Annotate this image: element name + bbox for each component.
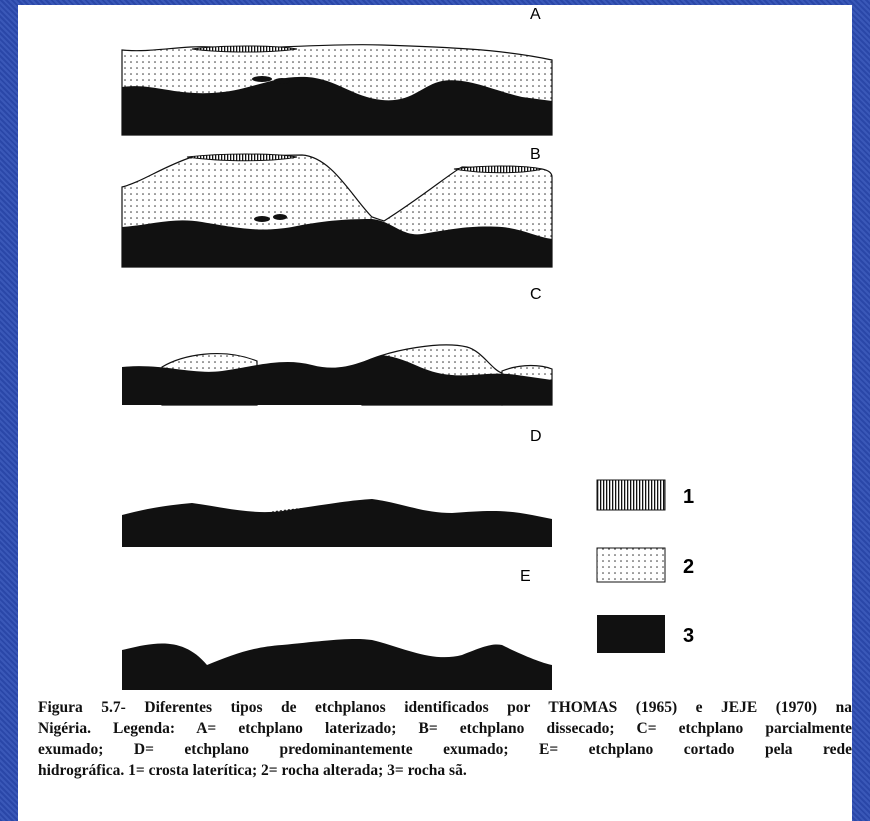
caption-line: Nigéria. Legenda: A= etchplano laterizad… bbox=[38, 720, 852, 737]
laterite-crust bbox=[191, 45, 298, 53]
laterite-crust bbox=[186, 153, 298, 162]
laterite-crust bbox=[453, 165, 543, 174]
caption-line: hidrográfica. 1= crosta laterítica; 2= r… bbox=[38, 762, 467, 779]
bedrock-boulder bbox=[254, 216, 270, 222]
legend-label: 3 bbox=[683, 625, 694, 647]
legend-label: 2 bbox=[683, 556, 694, 578]
panel-d: D bbox=[122, 428, 552, 547]
panel-c: C bbox=[122, 286, 553, 406]
sheet: A B C bbox=[18, 5, 852, 821]
weathered-remnant bbox=[271, 502, 363, 513]
figure: A B C bbox=[121, 6, 694, 690]
panel-e: E bbox=[122, 568, 552, 690]
caption: Figura 5.7- Diferentes tipos de etchplan… bbox=[38, 697, 852, 781]
legend-swatch-weathered bbox=[596, 547, 666, 583]
legend-swatch-crust bbox=[596, 479, 666, 511]
panel-label: A bbox=[530, 6, 541, 23]
caption-line: exumado; D= etchplano predominantemente … bbox=[38, 741, 852, 758]
panel-label: E bbox=[520, 568, 531, 585]
legend-label: 1 bbox=[683, 486, 694, 508]
panel-label: D bbox=[530, 428, 542, 445]
panel-label: C bbox=[530, 286, 542, 303]
caption-line: Figura 5.7- Diferentes tipos de etchplan… bbox=[38, 699, 852, 716]
bedrock bbox=[122, 638, 552, 690]
bedrock bbox=[122, 76, 552, 135]
panel-b: B bbox=[121, 146, 553, 268]
bedrock-boulder bbox=[273, 214, 287, 220]
legend-swatch-bedrock bbox=[597, 615, 665, 653]
bedrock-boulder bbox=[274, 78, 290, 84]
bedrock bbox=[122, 499, 552, 547]
panel-label: B bbox=[530, 146, 541, 163]
bedrock-boulder bbox=[252, 76, 272, 82]
bedrock bbox=[122, 355, 552, 405]
bedrock bbox=[122, 219, 552, 267]
panel-a: A bbox=[121, 6, 553, 136]
